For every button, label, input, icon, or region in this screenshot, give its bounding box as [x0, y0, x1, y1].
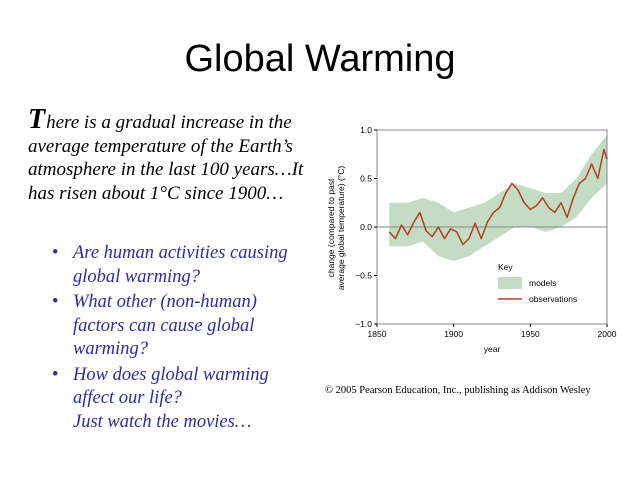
legend-title: Key — [498, 262, 513, 272]
x-tick-label: 2000 — [598, 329, 617, 339]
question-list: • Are human activities causing global war… — [48, 242, 308, 436]
models-band — [389, 134, 607, 261]
question-text: What other (non-human) factors can cause… — [73, 292, 257, 359]
legend: Key models observations — [498, 262, 577, 304]
intro-paragraph: There is a gradual increase in the avera… — [28, 106, 313, 205]
y-tick-label: 0.5 — [360, 174, 372, 184]
bullet-icon: • — [52, 292, 59, 312]
legend-observations-label: observations — [529, 294, 577, 304]
y-tick-label: −0.5 — [355, 271, 372, 281]
x-tick-label: 1900 — [444, 329, 463, 339]
question-text: How does global warming affect our life? — [73, 364, 269, 409]
question-item: • How does global warming affect our life… — [48, 364, 308, 435]
x-tick-label: 1950 — [521, 329, 540, 339]
legend-models-swatch — [498, 277, 522, 289]
y-tick-label: −1.0 — [355, 319, 372, 329]
bullet-icon: • — [52, 364, 59, 385]
question-text: Are human activities causing global warm… — [73, 243, 288, 287]
question-item: • Are human activities causing global war… — [48, 242, 308, 289]
legend-models-label: models — [529, 278, 556, 288]
x-tick-label: 1850 — [368, 329, 387, 339]
copyright-notice: © 2005 Pearson Education, Inc., publishi… — [325, 385, 591, 396]
question-followup: Just watch the movies… — [73, 411, 252, 432]
observations-line — [388, 148, 608, 246]
intro-text: here is a gradual increase in the averag… — [28, 112, 304, 204]
question-item: • What other (non-human) factors can caus… — [48, 291, 308, 362]
y-axis-label-line2: average global temperature) (°C) — [336, 166, 346, 291]
y-tick-label: 1.0 — [360, 125, 372, 135]
y-axis-label-line1: change (compared to past — [326, 178, 336, 277]
x-axis-label: year — [484, 344, 501, 354]
slide-title: Global Warming — [184, 38, 456, 80]
y-tick-label: 0.0 — [360, 222, 372, 232]
intro-drop-cap: T — [28, 104, 46, 135]
bullet-icon: • — [52, 243, 59, 263]
